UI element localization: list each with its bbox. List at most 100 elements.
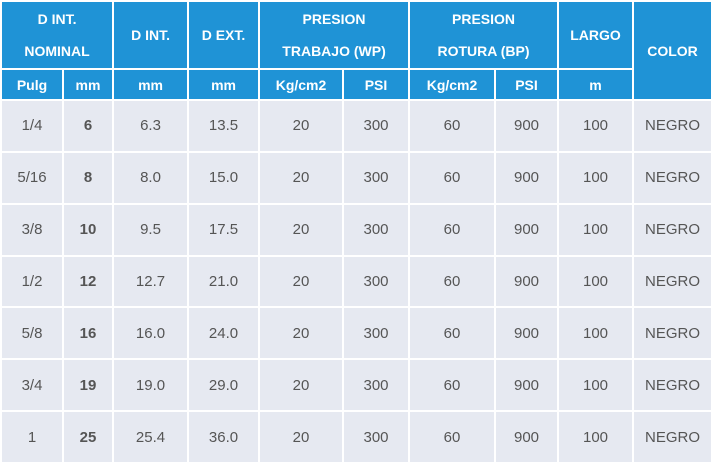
- table-cell: 1/2: [0, 254, 64, 309]
- table-cell: 15.0: [187, 150, 261, 205]
- table-cell: 300: [342, 410, 411, 464]
- table-cell: 20: [258, 410, 345, 464]
- table-cell: NEGRO: [632, 306, 711, 361]
- unit-cell: Pulg: [0, 68, 64, 101]
- table-cell: 3/4: [0, 358, 64, 413]
- header-cell: COLOR: [632, 0, 711, 101]
- table-cell: 300: [342, 254, 411, 309]
- table-cell: 900: [494, 254, 560, 309]
- table-cell: 60: [408, 306, 497, 361]
- table-cell: 60: [408, 254, 497, 309]
- header-row: D INT. NOMINAL D INT. D EXT. PRESION TRABAJO …: [0, 0, 711, 101]
- table-cell: 900: [494, 306, 560, 361]
- table-cell: 20: [258, 254, 345, 309]
- table-row: 5/16 8 8.0 15.0 20 300 60 900 100 NEGRO: [0, 150, 711, 205]
- table-cell: 10: [61, 202, 115, 257]
- header-text: TRABAJO (WP): [282, 43, 386, 59]
- table-cell: 100: [557, 306, 635, 361]
- unit-cell: mm: [187, 68, 261, 101]
- table-cell: 900: [494, 150, 560, 205]
- table-row: 1/2 12 12.7 21.0 20 300 60 900 100 NEGRO: [0, 254, 711, 309]
- table-row: 3/4 19 19.0 29.0 20 300 60 900 100 NEGRO: [0, 358, 711, 413]
- table-cell: 16: [61, 306, 115, 361]
- unit-cell: PSI: [342, 68, 411, 101]
- table-cell: 16.0: [112, 306, 190, 361]
- table-cell: 60: [408, 410, 497, 464]
- table-cell: 300: [342, 358, 411, 413]
- table-cell: 12.7: [112, 254, 190, 309]
- table-cell: 60: [408, 358, 497, 413]
- table-cell: 300: [342, 306, 411, 361]
- table-row: 5/8 16 16.0 24.0 20 300 60 900 100 NEGRO: [0, 306, 711, 361]
- table-cell: 24.0: [187, 306, 261, 361]
- table-cell: 900: [494, 202, 560, 257]
- table-cell: 100: [557, 358, 635, 413]
- table-cell: 8: [61, 150, 115, 205]
- table-body: 1/4 6 6.3 13.5 20 300 60 900 100 NEGRO 5/16 8 8.0 15.…: [0, 99, 711, 464]
- table-cell: 20: [258, 99, 345, 153]
- unit-cell: Kg/cm2: [408, 68, 497, 101]
- header-cell: D INT.: [112, 0, 190, 70]
- unit-cell: Kg/cm2: [258, 68, 345, 101]
- table-cell: 19: [61, 358, 115, 413]
- table-cell: 900: [494, 410, 560, 464]
- table-row: 3/8 10 9.5 17.5 20 300 60 900 100 NEGRO: [0, 202, 711, 257]
- table-cell: 6.3: [112, 99, 190, 153]
- header-cell: PRESION TRABAJO (WP): [258, 0, 411, 70]
- unit-cell: m: [557, 68, 635, 101]
- header-cell: LARGO: [557, 0, 635, 70]
- header-text: NOMINAL: [24, 43, 90, 59]
- unit-cell: PSI: [494, 68, 560, 101]
- unit-cell: mm: [61, 68, 115, 101]
- unit-row: Pulg mm mm mm Kg/cm2 PSI Kg/cm2 PSI m: [0, 68, 711, 101]
- table-cell: 100: [557, 410, 635, 464]
- table-cell: 1: [0, 410, 64, 464]
- table-cell: 300: [342, 99, 411, 153]
- table-cell: 25: [61, 410, 115, 464]
- table-row: 1/4 6 6.3 13.5 20 300 60 900 100 NEGRO: [0, 99, 711, 153]
- table-cell: NEGRO: [632, 410, 711, 464]
- table-cell: 5/8: [0, 306, 64, 361]
- table-cell: 17.5: [187, 202, 261, 257]
- table-cell: 900: [494, 99, 560, 153]
- header-text: LARGO: [570, 27, 621, 43]
- table-cell: 6: [61, 99, 115, 153]
- header-text: D INT.: [37, 11, 77, 27]
- table-cell: 20: [258, 202, 345, 257]
- table-cell: 9.5: [112, 202, 190, 257]
- table-cell: 60: [408, 202, 497, 257]
- table-cell: 8.0: [112, 150, 190, 205]
- header-cell: D INT. NOMINAL: [0, 0, 115, 70]
- table-cell: 12: [61, 254, 115, 309]
- header-text: PRESION: [302, 11, 366, 27]
- table-cell: 60: [408, 150, 497, 205]
- table-cell: 25.4: [112, 410, 190, 464]
- header-cell: D EXT.: [187, 0, 261, 70]
- table-cell: 100: [557, 99, 635, 153]
- table-header: D INT. NOMINAL D INT. D EXT. PRESION TRABAJO …: [0, 0, 711, 101]
- unit-cell: mm: [112, 68, 190, 101]
- table-cell: 100: [557, 202, 635, 257]
- table-cell: 900: [494, 358, 560, 413]
- header-text: D INT.: [131, 27, 170, 43]
- table-cell: 36.0: [187, 410, 261, 464]
- table-row: 1 25 25.4 36.0 20 300 60 900 100 NEGRO: [0, 410, 711, 464]
- header-text: COLOR: [647, 42, 698, 59]
- table-cell: 300: [342, 150, 411, 205]
- table-cell: 100: [557, 254, 635, 309]
- table-cell: 21.0: [187, 254, 261, 309]
- table-cell: NEGRO: [632, 202, 711, 257]
- table-cell: 20: [258, 150, 345, 205]
- table-cell: 5/16: [0, 150, 64, 205]
- table-cell: NEGRO: [632, 99, 711, 153]
- table-cell: 20: [258, 306, 345, 361]
- table-cell: NEGRO: [632, 150, 711, 205]
- table-cell: 300: [342, 202, 411, 257]
- table-cell: 20: [258, 358, 345, 413]
- header-text: D EXT.: [201, 27, 246, 43]
- table-cell: 3/8: [0, 202, 64, 257]
- table-cell: 60: [408, 99, 497, 153]
- table-cell: 1/4: [0, 99, 64, 153]
